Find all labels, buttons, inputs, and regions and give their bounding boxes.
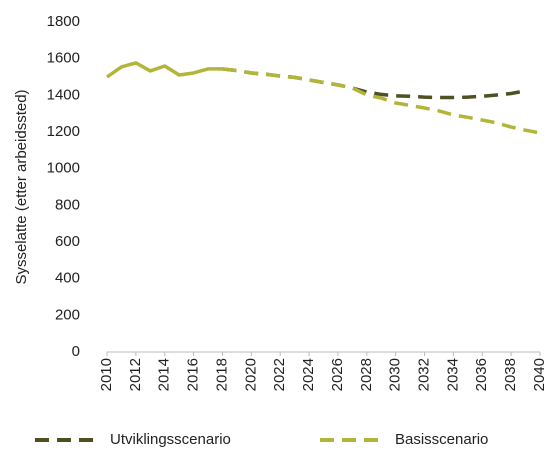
y-axis-label: Sysselatte (etter arbeidssted) (13, 89, 30, 284)
x-tick-label: 2030 (387, 358, 404, 391)
x-tick-label: 2028 (358, 358, 375, 391)
x-tick-label: 2010 (98, 358, 115, 391)
x-tick-label: 2024 (300, 358, 317, 391)
x-tick-label: 2018 (213, 358, 230, 391)
x-tick-label: 2032 (416, 358, 433, 391)
x-tick-label: 2034 (444, 358, 461, 391)
y-tick-label: 600 (55, 233, 80, 250)
y-tick-label: 0 (72, 343, 80, 360)
legend-label: Basisscenario (395, 431, 488, 448)
x-tick-label: 2040 (531, 358, 548, 391)
y-tick-label: 200 (55, 306, 80, 323)
y-tick-label: 800 (55, 196, 80, 213)
x-tick-label: 2038 (502, 358, 519, 391)
y-tick-label: 1800 (47, 13, 80, 30)
x-tick-label: 2012 (127, 358, 144, 391)
legend-label: Utviklingsscenario (110, 431, 231, 448)
y-tick-label: 1000 (47, 160, 80, 177)
y-tick-label: 1200 (47, 123, 80, 140)
x-tick-label: 2026 (329, 358, 346, 391)
x-tick-label: 2016 (185, 358, 202, 391)
y-tick-label: 400 (55, 270, 80, 287)
x-tick-label: 2022 (271, 358, 288, 391)
y-tick-label: 1600 (47, 50, 80, 67)
x-tick-label: 2014 (156, 358, 173, 391)
y-tick-label: 1400 (47, 86, 80, 103)
series-line (105, 61, 223, 79)
series-line (222, 67, 541, 135)
x-tick-label: 2036 (473, 358, 490, 391)
x-tick-label: 2020 (242, 358, 259, 391)
